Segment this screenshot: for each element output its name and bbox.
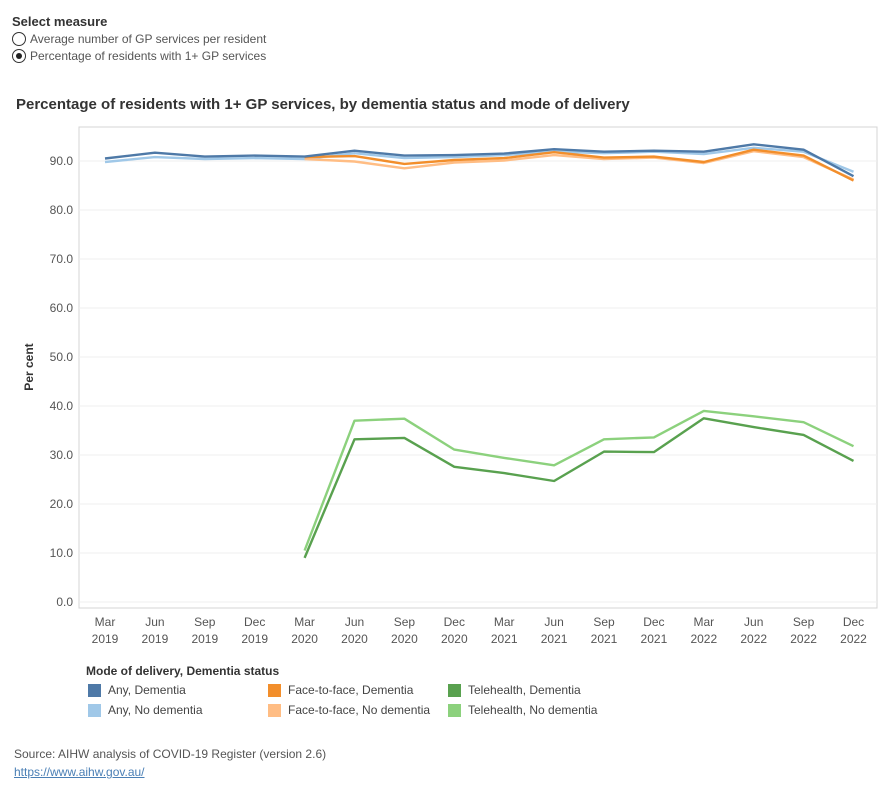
gridlines: [79, 160, 877, 603]
x-tick-label-month: Jun: [544, 615, 563, 629]
line-chart: 0.010.020.030.040.050.060.070.080.090.0 …: [22, 126, 878, 646]
x-tick-label-year: 2021: [591, 632, 618, 646]
series-line-any-no-dementia[interactable]: [104, 146, 854, 173]
measure-selector-title: Select measure: [12, 14, 108, 29]
legend-label: Telehealth, Dementia: [468, 683, 581, 697]
x-tick-label-month: Sep: [793, 615, 815, 629]
series-line-any-dementia[interactable]: [104, 143, 855, 178]
x-tick-label-month: Dec: [643, 615, 664, 629]
x-tick-label-year: 2019: [241, 632, 268, 646]
x-tick-label-year: 2021: [491, 632, 518, 646]
legend-label: Any, Dementia: [108, 683, 186, 697]
y-tick-label: 80.0: [50, 203, 74, 217]
legend-swatch: [268, 703, 281, 717]
legend-item-face-to-face-no-dementia[interactable]: Face-to-face, No dementia: [268, 703, 430, 717]
legend-label: Face-to-face, Dementia: [288, 683, 414, 697]
legend-swatch: [88, 703, 101, 717]
y-tick-label: 50.0: [50, 350, 74, 364]
radio-unchecked-icon[interactable]: [12, 32, 26, 46]
measure-option-label: Percentage of residents with 1+ GP servi…: [30, 49, 267, 63]
y-tick-label: 60.0: [50, 301, 74, 315]
series-line-face-to-face-no-dementia[interactable]: [304, 149, 854, 181]
x-tick-label-month: Mar: [294, 615, 315, 629]
x-tick-label-year: 2022: [840, 632, 867, 646]
y-axis-ticks: 0.0 10.0 20.0 30.0 40.0 50.0 60.0 70.0 80.0 90.0: [50, 154, 74, 609]
legend-item-telehealth-no-dementia[interactable]: Telehealth, No dementia: [448, 703, 597, 717]
legend-item-any-dementia[interactable]: Any, Dementia: [88, 683, 186, 697]
x-tick-label-month: Dec: [843, 615, 864, 629]
plot-area: [78, 126, 878, 609]
x-tick-label-month: Dec: [444, 615, 465, 629]
x-tick-label-month: Mar: [494, 615, 515, 629]
series-line-telehealth-dementia[interactable]: [303, 417, 855, 559]
x-axis-ticks: Mar 2019 Jun 2019 Sep 2019 Dec 2019 Mar 2020 Jun 20…: [92, 615, 868, 646]
x-tick-label-month: Mar: [693, 615, 714, 629]
y-tick-label: 90.0: [50, 154, 74, 168]
y-tick-label: 20.0: [50, 497, 74, 511]
x-tick-label-month: Sep: [194, 615, 216, 629]
measure-option-percentage-residents[interactable]: Percentage of residents with 1+ GP servi…: [12, 49, 266, 63]
series-line-face-to-face-dementia[interactable]: [304, 148, 855, 182]
radio-checked-icon[interactable]: [12, 49, 26, 63]
legend-swatch: [268, 683, 281, 697]
y-axis-label: Per cent: [22, 343, 36, 390]
aihw-link[interactable]: https://www.aihw.gov.au/: [14, 765, 145, 779]
x-tick-label-year: 2020: [291, 632, 318, 646]
legend-swatch: [88, 683, 101, 697]
x-tick-label-month: Dec: [244, 615, 265, 629]
legend-label: Telehealth, No dementia: [468, 703, 598, 717]
x-tick-label-month: Jun: [744, 615, 763, 629]
x-tick-label-month: Jun: [145, 615, 164, 629]
source-note: Source: AIHW analysis of COVID-19 Regist…: [14, 747, 327, 761]
legend-label: Any, No dementia: [108, 703, 203, 717]
x-tick-label-month: Mar: [95, 615, 116, 629]
y-tick-label: 70.0: [50, 252, 74, 266]
legend-label: Face-to-face, No dementia: [288, 703, 431, 717]
x-tick-label-month: Sep: [394, 615, 416, 629]
x-tick-label-year: 2021: [641, 632, 668, 646]
legend-swatch: [448, 683, 461, 697]
chart-title: Percentage of residents with 1+ GP servi…: [16, 96, 630, 113]
y-tick-label: 40.0: [50, 399, 74, 413]
y-tick-label: 10.0: [50, 546, 74, 560]
x-tick-label-month: Jun: [345, 615, 364, 629]
x-tick-label-year: 2020: [391, 632, 418, 646]
x-tick-label-year: 2019: [191, 632, 218, 646]
legend-item-any-no-dementia[interactable]: Any, No dementia: [88, 703, 203, 717]
series-line-telehealth-no-dementia[interactable]: [303, 409, 855, 551]
legend-item-face-to-face-dementia[interactable]: Face-to-face, Dementia: [268, 683, 413, 697]
x-tick-label-year: 2022: [740, 632, 767, 646]
x-tick-label-year: 2022: [790, 632, 817, 646]
y-tick-label: 30.0: [50, 448, 74, 462]
x-tick-label-month: Sep: [593, 615, 615, 629]
y-tick-label: 0.0: [56, 595, 73, 609]
x-tick-label-year: 2022: [690, 632, 717, 646]
measure-option-average-services[interactable]: Average number of GP services per reside…: [12, 32, 266, 46]
legend-item-telehealth-dementia[interactable]: Telehealth, Dementia: [448, 683, 581, 697]
x-tick-label-year: 2020: [441, 632, 468, 646]
series-lines: [104, 143, 855, 559]
x-tick-label-year: 2019: [142, 632, 169, 646]
legend-title: Mode of delivery, Dementia status: [86, 664, 280, 678]
x-tick-label-year: 2020: [341, 632, 368, 646]
x-tick-label-year: 2019: [92, 632, 119, 646]
x-tick-label-year: 2021: [541, 632, 568, 646]
legend-swatch: [448, 703, 461, 717]
measure-option-label: Average number of GP services per reside…: [30, 32, 267, 46]
